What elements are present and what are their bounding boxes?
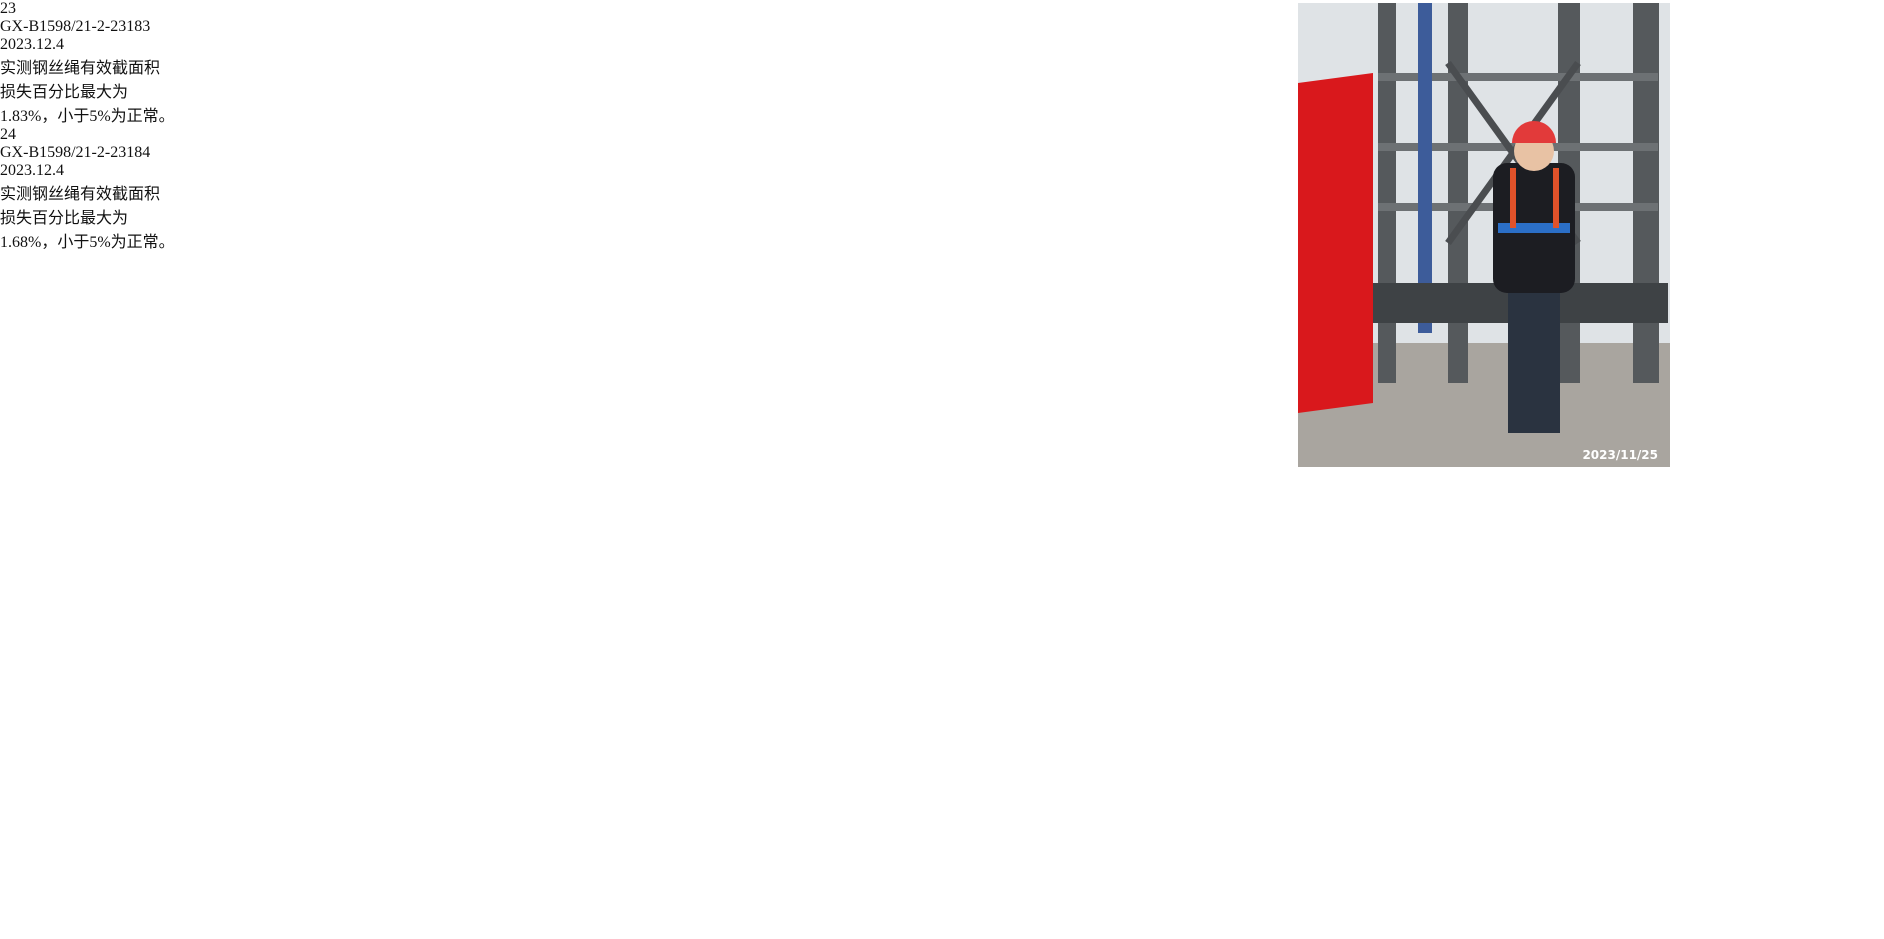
index: 23 bbox=[0, 0, 16, 17]
description-line: 损失百分比最大为 bbox=[0, 210, 129, 227]
index: 24 bbox=[0, 126, 16, 143]
date: 2023.12.4 bbox=[0, 162, 64, 179]
description-cell: 实测钢丝绳有效截面积 损失百分比最大为 1.68%，小于5%为正常。 bbox=[0, 180, 322, 252]
description-line: 1.68%，小于5%为正常。 bbox=[0, 234, 175, 251]
beam bbox=[1633, 3, 1659, 383]
code-cell: GX-B1598/21-2-23183 bbox=[0, 18, 446, 36]
index-cell: 24 bbox=[0, 126, 89, 144]
description: 实测钢丝绳有效截面积 损失百分比最大为 1.68%，小于5%为正常。 bbox=[0, 180, 322, 252]
description-line: 1.83%，小于5%为正常。 bbox=[0, 108, 175, 125]
crossbar bbox=[1378, 73, 1658, 81]
code-cell: GX-B1598/21-2-23184 bbox=[0, 144, 446, 162]
photo: 2023/11/25 bbox=[1298, 3, 1670, 467]
beam bbox=[1378, 3, 1396, 383]
code: GX-B1598/21-2-23184 bbox=[0, 144, 151, 161]
code: GX-B1598/21-2-23183 bbox=[0, 18, 151, 35]
beam bbox=[1448, 3, 1468, 383]
helmet bbox=[1512, 121, 1556, 143]
description-cell: 实测钢丝绳有效截面积 损失百分比最大为 1.83%，小于5%为正常。 bbox=[0, 54, 322, 126]
description-line: 实测钢丝绳有效截面积 bbox=[0, 186, 161, 203]
blue-pipe bbox=[1418, 3, 1432, 333]
red-door bbox=[1298, 73, 1373, 413]
table: 23 GX-B1598/21-2-23183 2023.12.4 实测钢丝绳有效截面积… bbox=[0, 0, 1884, 467]
photo-stamp: 2023/11/25 bbox=[1582, 448, 1658, 462]
person-legs bbox=[1508, 283, 1560, 433]
brace bbox=[1445, 60, 1581, 246]
table-row: 24 GX-B1598/21-2-23184 2023.12.4 实测钢丝绳有效截面积… bbox=[0, 3, 1884, 467]
description-line: 损失百分比最大为 bbox=[0, 84, 129, 101]
description: 实测钢丝绳有效截面积 损失百分比最大为 1.83%，小于5%为正常。 bbox=[0, 54, 322, 126]
date-cell: 2023.12.4 bbox=[0, 36, 214, 54]
description-line: 实测钢丝绳有效截面积 bbox=[0, 60, 161, 77]
date: 2023.12.4 bbox=[0, 36, 64, 53]
harness bbox=[1498, 223, 1570, 233]
index-cell: 23 bbox=[0, 0, 89, 18]
date-cell: 2023.12.4 bbox=[0, 162, 214, 180]
